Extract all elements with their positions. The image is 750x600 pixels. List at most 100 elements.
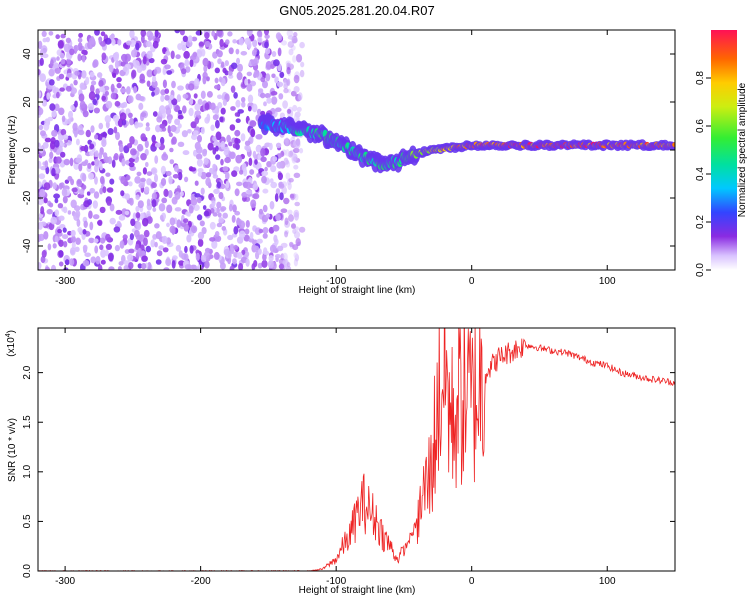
noise-blob [297, 92, 303, 101]
noise-blob [299, 147, 304, 154]
noise-blob [295, 53, 303, 63]
noise-blob [120, 190, 125, 197]
noise-blob [255, 134, 263, 140]
noise-blob [54, 198, 59, 204]
noise-blob [280, 242, 288, 248]
noise-blob [217, 58, 222, 65]
noise-blob [281, 40, 287, 46]
noise-blob [104, 115, 112, 123]
noise-blob [155, 259, 162, 265]
noise-blob [245, 220, 250, 228]
noise-blob [194, 103, 201, 111]
noise-blob [227, 234, 234, 241]
noise-blob [112, 114, 120, 122]
noise-blob [198, 41, 205, 47]
noise-blob [88, 37, 96, 45]
noise-blob [144, 140, 149, 149]
noise-blob [291, 156, 297, 164]
noise-blob [167, 116, 172, 125]
x-tick-label: 0 [469, 576, 475, 587]
noise-blob [245, 189, 253, 195]
noise-blob [42, 53, 49, 59]
noise-blob [165, 50, 171, 56]
noise-blob [286, 66, 291, 75]
noise-blob [251, 59, 258, 67]
noise-blob [216, 50, 223, 58]
noise-blob [222, 212, 228, 219]
noise-blob [218, 76, 223, 83]
noise-blob [151, 182, 157, 189]
noise-blob [167, 125, 172, 134]
noise-blob [280, 208, 288, 213]
noise-blob [241, 249, 246, 255]
noise-blob [172, 255, 178, 260]
y-tick-label: 0.5 [22, 514, 33, 528]
noise-blob [265, 213, 271, 218]
noise-blob [177, 114, 184, 120]
noise-blob [50, 264, 57, 270]
noise-blob [252, 39, 258, 48]
noise-blob [129, 136, 135, 145]
noise-blob [95, 88, 100, 95]
noise-blob [54, 209, 60, 217]
noise-blob [50, 59, 54, 67]
noise-blob [264, 30, 269, 36]
noise-blob [175, 244, 182, 252]
noise-blob [134, 229, 140, 238]
noise-blob [290, 194, 296, 201]
noise-blob [69, 258, 75, 266]
noise-blob [135, 194, 140, 200]
noise-blob [113, 153, 119, 161]
noise-blob [114, 244, 120, 252]
noise-blob [222, 99, 227, 106]
noise-blob [75, 210, 81, 218]
noise-blob [203, 210, 210, 217]
noise-blob [256, 173, 260, 178]
noise-blob [38, 107, 44, 116]
noise-blob [56, 91, 60, 99]
noise-blob [133, 86, 138, 94]
noise-blob [154, 155, 159, 164]
noise-blob [252, 183, 259, 191]
noise-blob [138, 102, 144, 110]
y-tick-label: -40 [22, 238, 33, 253]
noise-blob [210, 124, 215, 132]
noise-blob [143, 237, 148, 247]
noise-blob [260, 92, 266, 99]
noise-blob [137, 200, 144, 209]
noise-blob [123, 264, 130, 270]
noise-blob [250, 128, 256, 138]
noise-blob [171, 80, 176, 89]
noise-blob [89, 221, 94, 231]
noise-blob [293, 113, 300, 123]
noise-blob [253, 245, 260, 252]
noise-blob [251, 103, 258, 113]
noise-blob [268, 255, 274, 262]
noise-blob [55, 156, 62, 164]
noise-blob [275, 32, 282, 40]
noise-blob [162, 79, 167, 89]
noise-blob [63, 43, 71, 53]
noise-blob [65, 37, 71, 44]
noise-blob [47, 85, 54, 90]
noise-blob [110, 92, 117, 100]
noise-blob [293, 32, 298, 37]
noise-blob [242, 181, 249, 189]
noise-blob [88, 91, 96, 101]
noise-blob [44, 137, 52, 143]
noise-blob [151, 199, 157, 208]
noise-blob [232, 258, 237, 265]
noise-blob [252, 150, 257, 159]
noise-blob [136, 221, 142, 231]
noise-blob [266, 161, 272, 168]
noise-blob [108, 266, 115, 270]
noise-blob [170, 50, 175, 60]
noise-blob [102, 152, 108, 159]
noise-blob [153, 69, 158, 76]
spectrogram-y-ticks: -40 -20 0 20 40 [22, 48, 675, 253]
noise-blob [111, 159, 116, 168]
noise-blob [261, 170, 269, 177]
noise-blob [179, 30, 185, 36]
noise-blob [196, 153, 203, 160]
noise-blob [109, 217, 116, 225]
